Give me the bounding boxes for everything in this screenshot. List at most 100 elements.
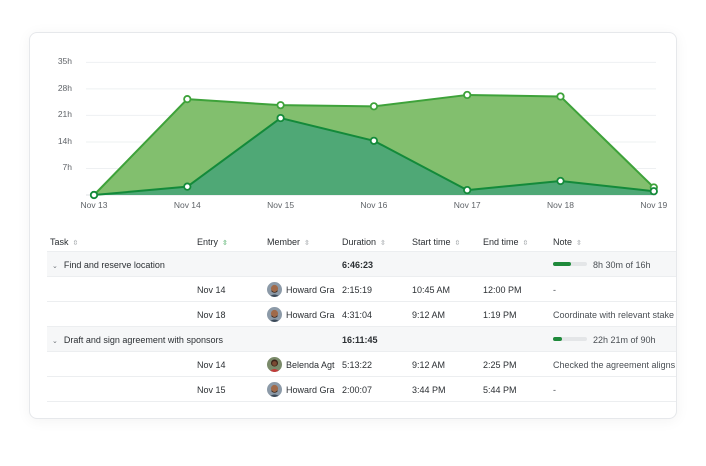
chart-plot <box>86 61 658 200</box>
sort-icon[interactable]: ⇳ <box>454 240 461 247</box>
y-axis-tick-label: 14h <box>57 135 72 146</box>
sort-icon[interactable]: ⇳ <box>72 240 79 247</box>
entry-date: Nov 14 <box>197 285 226 295</box>
column-header-duration[interactable]: Duration ⇳ <box>342 237 386 247</box>
time-entry-row[interactable]: Nov 14 Howard Gra 2:15:19 10:45 AM 12:00 PM - <box>47 277 676 302</box>
x-axis-tick-label: Nov 13 <box>80 200 108 210</box>
column-header-label: End time <box>483 237 519 247</box>
end-time: 1:19 PM <box>483 310 517 320</box>
time-report-card: 35h 28h 21h 14h 7h Nov 13 Nov 14 Nov 15 Nov 16 N… <box>29 32 677 419</box>
time-entry-row[interactable]: Nov 18 Howard Gra 4:31:04 9:12 AM 1:19 PM Coo… <box>47 302 676 327</box>
progress-bar <box>553 262 587 266</box>
member-name: Howard Gra <box>286 285 335 295</box>
data-point[interactable] <box>276 113 285 123</box>
x-axis-tick-label: Nov 15 <box>267 200 295 210</box>
end-time: 12:00 PM <box>483 285 522 295</box>
progress-label: 22h 21m of 90h <box>593 335 656 345</box>
progress-label: 8h 30m of 16h <box>593 260 651 270</box>
column-header-label: Task <box>50 237 69 247</box>
data-point[interactable] <box>649 187 658 196</box>
data-point[interactable] <box>89 190 99 200</box>
member-name: Belenda Agt <box>286 360 335 370</box>
task-group-row[interactable]: ⌄ Draft and sign agreement with sponsors 1… <box>47 327 676 352</box>
avatar <box>267 307 282 322</box>
x-axis-tick-label: Nov 19 <box>640 200 668 210</box>
member-name: Howard Gra <box>286 310 335 320</box>
data-point[interactable] <box>276 101 285 110</box>
entry-duration: 4:31:04 <box>342 310 373 320</box>
y-axis-tick-label: 35h <box>57 56 72 67</box>
progress-bar-fill <box>553 262 572 266</box>
column-header-label: Duration <box>342 237 377 247</box>
entry-note: - <box>553 285 556 295</box>
data-point[interactable] <box>463 185 472 195</box>
y-axis-tick-label: 28h <box>57 82 72 93</box>
data-point[interactable] <box>463 90 472 100</box>
task-name: Draft and sign agreement with sponsors <box>63 335 223 345</box>
progress-bar <box>553 337 587 341</box>
column-header-label: Member <box>267 237 301 247</box>
end-time: 5:44 PM <box>483 385 517 395</box>
start-time: 9:12 AM <box>412 310 446 320</box>
group-total-duration: 6:46:23 <box>342 260 374 270</box>
entry-date: Nov 18 <box>197 310 226 320</box>
start-time: 9:12 AM <box>412 360 446 370</box>
entry-date: Nov 15 <box>197 385 226 395</box>
time-entry-row[interactable]: Nov 14 Belenda Agt 5:13:22 9:12 AM 2:25 PM Ch… <box>47 352 676 377</box>
column-header-entry[interactable]: Entry ⇳ <box>197 237 228 247</box>
sort-icon[interactable]: ⇳ <box>576 240 582 247</box>
task-name: Find and reserve location <box>63 260 165 270</box>
entry-note: Checked the agreement aligns <box>553 360 676 370</box>
avatar <box>267 282 282 297</box>
progress-bar-fill <box>553 337 562 341</box>
data-point[interactable] <box>369 136 378 145</box>
column-header-end-time[interactable]: End time ⇳ <box>483 237 528 247</box>
entry-note: - <box>553 385 556 395</box>
table-body: ⌄ Find and reserve location 6:46:23 8h 30m … <box>47 252 676 402</box>
avatar <box>267 382 282 397</box>
chevron-down-icon[interactable]: ⌄ <box>52 263 58 270</box>
avatar <box>267 357 282 372</box>
task-name-cell: ⌄ Draft and sign agreement with sponsors <box>52 335 223 345</box>
column-header-label: Entry <box>197 237 219 247</box>
time-entries-table: Task ⇳ Entry ⇳ Member ⇳ Duration ⇳ Start time ⇳ En… <box>47 232 676 402</box>
entry-note: Coordinate with relevant stake <box>553 310 675 320</box>
data-point[interactable] <box>556 92 565 101</box>
column-header-label: Note <box>553 237 573 247</box>
x-axis-tick-label: Nov 18 <box>547 200 574 210</box>
end-time: 2:25 PM <box>483 360 517 370</box>
member-name: Howard Gra <box>286 385 335 395</box>
start-time: 3:44 PM <box>412 385 446 395</box>
task-group-row[interactable]: ⌄ Find and reserve location 6:46:23 8h 30m … <box>47 252 676 277</box>
y-axis-tick-label: 7h <box>62 162 72 173</box>
y-axis-tick-label: 21h <box>57 109 72 120</box>
entry-duration: 5:13:22 <box>342 360 373 370</box>
task-name-cell: ⌄ Find and reserve location <box>52 260 165 270</box>
data-point[interactable] <box>556 176 565 186</box>
hours-area-chart: 35h 28h 21h 14h 7h Nov 13 Nov 14 Nov 15 Nov 16 N… <box>30 33 676 223</box>
column-header-note[interactable]: Note ⇳ <box>553 237 582 247</box>
x-axis-tick-label: Nov 17 <box>453 200 481 210</box>
entry-date: Nov 14 <box>197 360 226 370</box>
sort-icon[interactable]: ⇳ <box>222 240 228 247</box>
column-header-task[interactable]: Task ⇳ <box>50 237 78 247</box>
sort-icon[interactable]: ⇳ <box>522 240 529 247</box>
sort-icon[interactable]: ⇳ <box>380 240 386 247</box>
x-axis-tick-label: Nov 16 <box>360 200 388 210</box>
sort-icon[interactable]: ⇳ <box>304 240 310 247</box>
table-header: Task ⇳ Entry ⇳ Member ⇳ Duration ⇳ Start time ⇳ En… <box>47 232 676 252</box>
start-time: 10:45 AM <box>412 285 451 295</box>
x-axis-tick-label: Nov 14 <box>173 200 201 210</box>
data-point[interactable] <box>369 102 378 111</box>
column-header-member[interactable]: Member ⇳ <box>267 237 310 247</box>
data-point[interactable] <box>183 95 192 104</box>
group-total-duration: 16:11:45 <box>342 335 378 345</box>
column-header-start-time[interactable]: Start time ⇳ <box>412 237 460 247</box>
entry-duration: 2:15:19 <box>342 285 373 295</box>
chevron-down-icon[interactable]: ⌄ <box>52 338 58 345</box>
time-entry-row[interactable]: Nov 15 Howard Gra 2:00:07 3:44 PM 5:44 PM - <box>47 377 676 402</box>
data-point[interactable] <box>183 182 192 191</box>
column-header-label: Start time <box>412 237 451 247</box>
series-area-tracked <box>94 118 654 195</box>
entry-duration: 2:00:07 <box>342 385 373 395</box>
